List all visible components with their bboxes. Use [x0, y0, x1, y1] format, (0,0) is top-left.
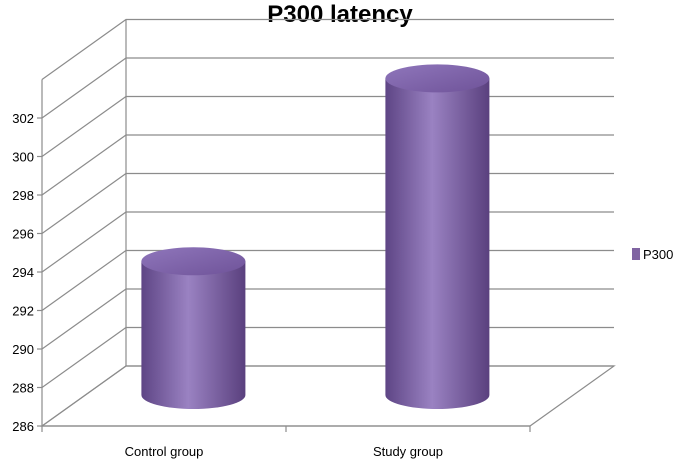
bar	[141, 247, 246, 409]
y-tick-label: 298	[12, 188, 34, 203]
legend-swatch-p300	[632, 248, 640, 260]
gridline	[41, 95, 614, 157]
category-label: Study group	[373, 444, 443, 459]
legend-label-p300: P300	[643, 247, 673, 262]
gridline	[41, 18, 614, 80]
category-label: Control group	[125, 444, 204, 459]
category-labels: Control group Study group	[125, 444, 443, 459]
chart-title: P300 latency	[267, 1, 413, 28]
gridline	[41, 288, 614, 350]
y-tick-label: 292	[12, 304, 34, 319]
y-tick-label: 294	[12, 265, 34, 280]
y-tick-label: 286	[12, 419, 34, 434]
y-tick-label: 288	[12, 381, 34, 396]
bar-body	[141, 261, 246, 409]
y-tick-label: 290	[12, 342, 34, 357]
legend: P300	[632, 247, 673, 262]
gridline	[41, 211, 614, 273]
y-tick-label: 296	[12, 227, 34, 242]
gridline	[41, 326, 614, 388]
bar-body	[385, 78, 490, 409]
gridlines	[41, 18, 614, 427]
axes	[40, 19, 616, 432]
y-tick-label: 302	[12, 111, 34, 126]
bar-top	[141, 247, 246, 276]
bar-top	[385, 64, 490, 93]
gridline	[41, 249, 614, 311]
bar	[385, 64, 490, 409]
gridline	[41, 57, 614, 119]
bars	[141, 64, 490, 409]
y-tick-labels: 286 288 290 292 294 296 298 300 302	[12, 111, 42, 434]
gridline	[41, 134, 614, 196]
y-tick-label: 300	[12, 150, 34, 165]
gridline	[41, 172, 614, 234]
gridline	[41, 365, 614, 427]
floor	[40, 365, 616, 427]
